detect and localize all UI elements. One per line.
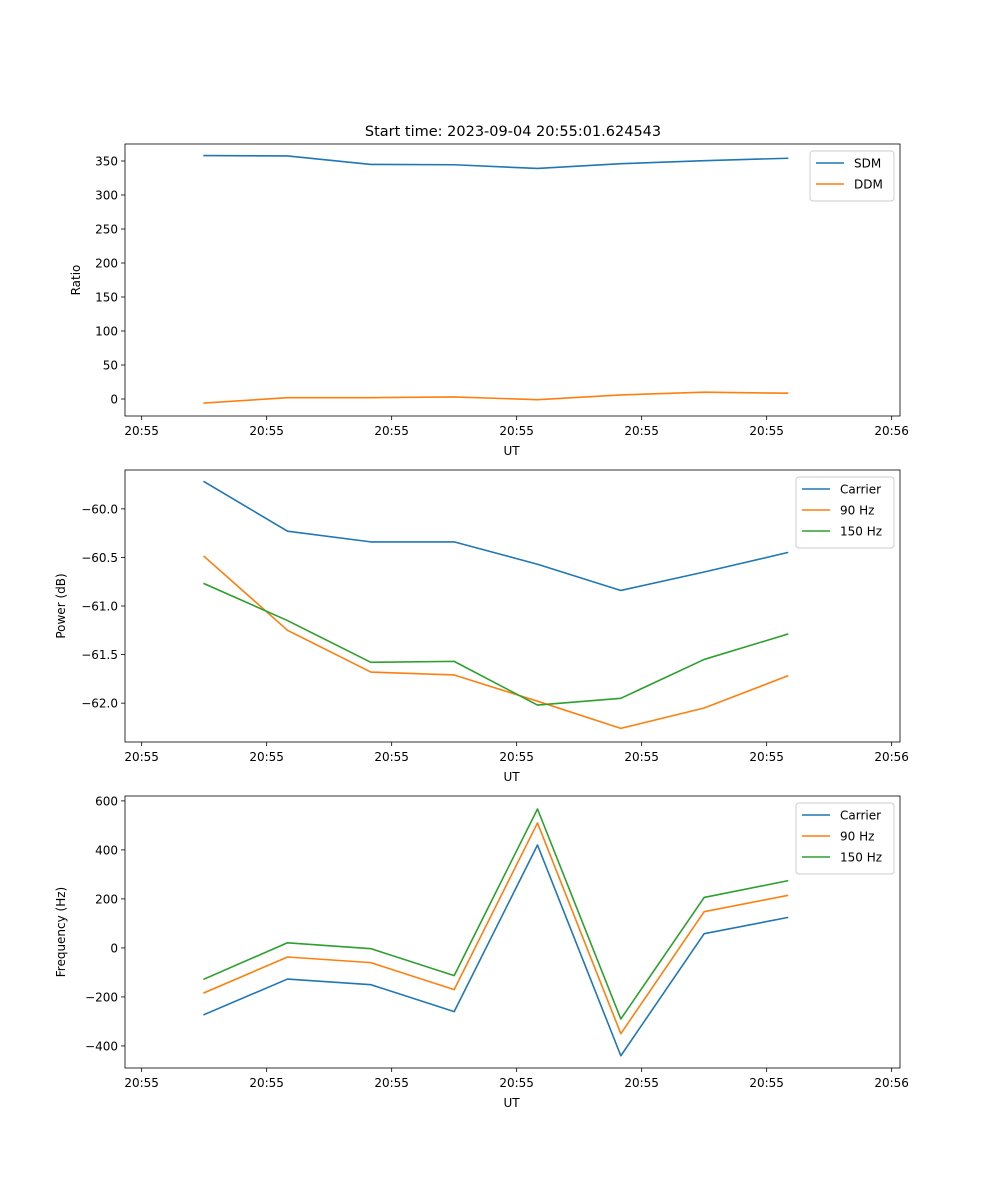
legend-label: Carrier	[840, 809, 881, 823]
y-tick-label: 150	[95, 291, 118, 305]
legend-label: Carrier	[840, 483, 881, 497]
x-tick-label: 20:55	[374, 750, 409, 764]
x-tick-label: 20:55	[249, 1076, 284, 1090]
legend-label: 150 Hz	[840, 851, 882, 865]
x-axis-label: UT	[503, 1096, 520, 1110]
x-tick-label: 20:55	[249, 750, 284, 764]
y-tick-label: 350	[95, 155, 118, 169]
legend-box	[809, 150, 895, 202]
y-tick-label: −61.5	[81, 648, 118, 662]
x-tick-label: 20:55	[499, 1076, 534, 1090]
x-tick-label: 20:56	[874, 424, 909, 438]
series-line-ddm	[203, 391, 789, 404]
figure-title: Start time: 2023-09-04 20:55:01.624543	[365, 124, 661, 140]
y-tick-label: −200	[85, 990, 118, 1004]
x-axis-label: UT	[503, 770, 520, 784]
y-axis-label: Frequency (Hz)	[54, 887, 68, 978]
x-tick-label: 20:55	[624, 750, 659, 764]
y-tick-label: 0	[110, 941, 118, 955]
y-tick-label: −60.0	[81, 502, 118, 516]
x-tick-label: 20:56	[874, 750, 909, 764]
chart-panel-2: 20:55 20:55 20:55 20:55 20:55 20:55 20:56 −60.0…	[54, 469, 909, 784]
y-tick-label: −400	[85, 1039, 118, 1053]
axes-frame	[124, 795, 901, 1069]
legend: Carrier 90 Hz 150 Hz	[795, 802, 895, 875]
x-tick-label: 20:55	[499, 424, 534, 438]
y-axis-label: Ratio	[69, 265, 83, 296]
y-tick-label: 200	[95, 257, 118, 271]
y-tick-label: 0	[110, 393, 118, 407]
x-tick-label: 20:55	[624, 424, 659, 438]
x-tick-label: 20:55	[749, 750, 784, 764]
x-tick-label: 20:55	[374, 424, 409, 438]
axes-frame	[124, 469, 901, 743]
x-tick-label: 20:55	[749, 424, 784, 438]
legend-label: 150 Hz	[840, 525, 882, 539]
y-tick-label: 400	[95, 843, 118, 857]
series-line-150-hz	[203, 582, 789, 706]
x-axis-label: UT	[503, 444, 520, 458]
y-tick-label: 600	[95, 794, 118, 808]
legend-label: 90 Hz	[840, 830, 874, 844]
chart-panels: 20:55 20:55 20:55 20:55 20:55 20:55 20:56 0 50 10…	[54, 143, 909, 1110]
legend: SDM DDM	[809, 150, 895, 202]
series-line-carrier	[203, 480, 789, 592]
y-tick-label: 50	[103, 359, 118, 373]
series-line-sdm	[203, 154, 789, 170]
y-tick-label: 200	[95, 892, 118, 906]
y-axis-label: Power (dB)	[54, 573, 68, 638]
y-tick-label: 250	[95, 223, 118, 237]
series-line-carrier	[203, 844, 789, 1057]
x-tick-label: 20:55	[624, 1076, 659, 1090]
y-tick-label: 100	[95, 325, 118, 339]
series-line-90-hz	[203, 555, 789, 730]
x-tick-label: 20:55	[249, 424, 284, 438]
x-tick-label: 20:55	[124, 1076, 159, 1090]
legend-label: 90 Hz	[840, 504, 874, 518]
x-tick-label: 20:55	[749, 1076, 784, 1090]
x-tick-label: 20:55	[499, 750, 534, 764]
series-line-90-hz	[203, 822, 789, 1035]
x-tick-label: 20:56	[874, 1076, 909, 1090]
x-tick-label: 20:55	[124, 424, 159, 438]
y-tick-label: −60.5	[81, 551, 118, 565]
x-tick-label: 20:55	[374, 1076, 409, 1090]
legend-label: SDM	[854, 157, 881, 171]
legend-label: DDM	[854, 178, 883, 192]
y-tick-label: 300	[95, 189, 118, 203]
legend: Carrier 90 Hz 150 Hz	[795, 476, 895, 549]
series-line-150-hz	[203, 808, 789, 1020]
chart-panel-1: 20:55 20:55 20:55 20:55 20:55 20:55 20:56 0 50 10…	[69, 143, 909, 458]
y-tick-label: −62.0	[81, 697, 118, 711]
x-tick-label: 20:55	[124, 750, 159, 764]
chart-panel-3: 20:55 20:55 20:55 20:55 20:55 20:55 20:56 600 40…	[54, 794, 909, 1110]
y-tick-label: −61.0	[81, 600, 118, 614]
axes-frame	[124, 143, 901, 417]
